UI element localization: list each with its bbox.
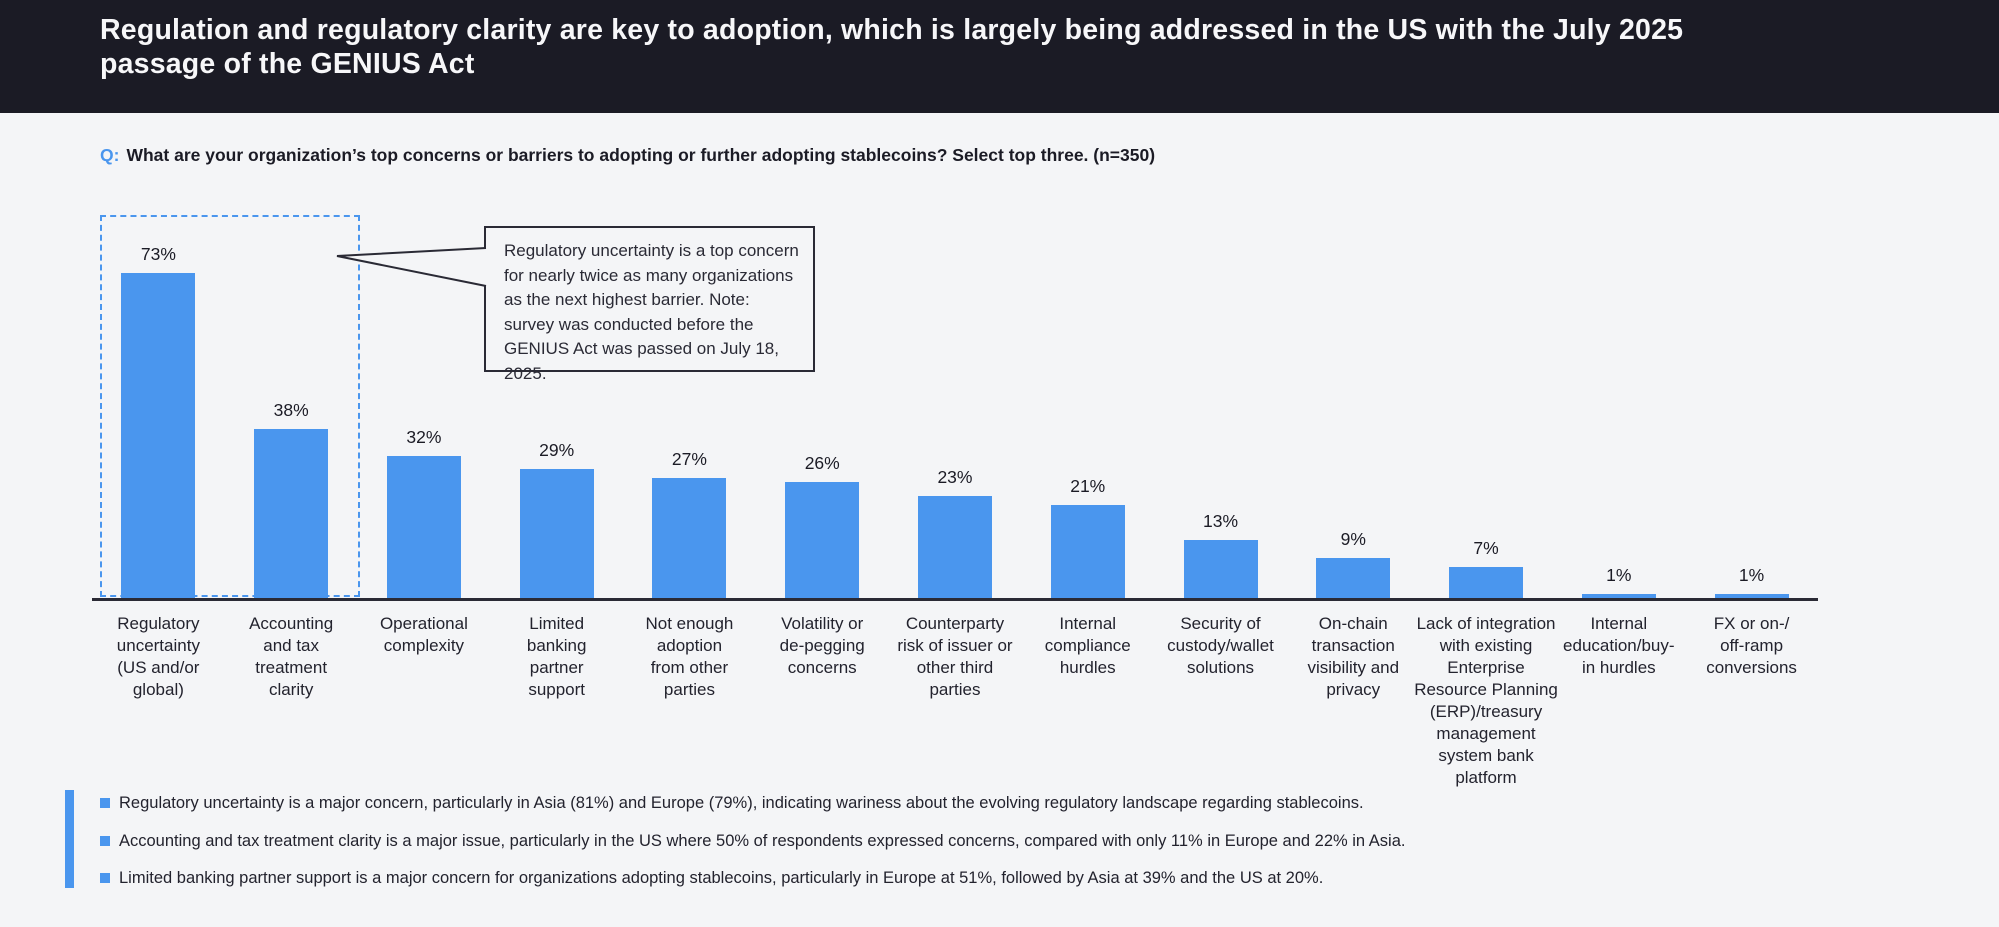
bar-column: 13% [1154,170,1287,598]
bullet-square-icon [100,798,110,808]
bar-value-label: 26% [804,453,840,474]
bar-value-label: 32% [406,426,442,447]
bar-value-label: 21% [1070,475,1106,496]
bullet-text: Accounting and tax treatment clarity is … [119,831,1406,850]
bar-value-label: 1% [1606,564,1632,585]
question-prefix: Q: [100,145,120,165]
bar-column: 9% [1287,170,1420,598]
bar-column: 1% [1552,170,1685,598]
bar-column: 23% [889,170,1022,598]
bar-column: 27% [623,170,756,598]
bar-column: 73% [92,170,225,598]
bar [917,495,992,598]
x-axis-label: Lack of integration with existing Enterp… [1414,614,1558,787]
bar-value-label: 13% [1202,511,1239,532]
x-axis-label: Volatility or de-pegging concerns [779,614,865,677]
bar-value-label: 38% [273,399,309,420]
bar-value-label: 29% [539,439,575,460]
bar [386,455,461,598]
annotation-text: Regulatory uncertainty is a top concern … [504,241,799,383]
question-text: What are your organization’s top concern… [126,145,1156,165]
x-axis-label: Limited banking partner support [526,614,587,699]
bullet-text: Regulatory uncertainty is a major concer… [119,794,1364,812]
bar [1183,540,1258,598]
bar-value-label: 7% [1473,537,1499,558]
bar [785,482,860,598]
x-axis-label: Internal education/buy- in hurdles [1563,614,1675,677]
bar [652,477,727,598]
x-axis-label: Counterparty risk of issuer or other thi… [897,614,1013,699]
bar [1050,504,1125,598]
x-axis-line [92,598,1818,601]
bar-column: 26% [756,170,889,598]
x-axis-label: Internal compliance hurdles [1044,614,1131,677]
bar [254,428,329,598]
x-axis-label: Not enough adoption from other parties [645,614,734,699]
bullet-item: Limited banking partner support is a maj… [100,868,1405,888]
bar-column: 38% [225,170,358,598]
bar-column: 21% [1021,170,1154,598]
bar-value-label: 23% [937,466,973,487]
bar-chart: 73% 38% 32% 29% 27% 26% 23% 21% 13% 9% 7% 1% 1% Regu… [92,170,1818,820]
bar-value-label: 1% [1738,564,1765,585]
highlight-dashed-box [100,215,360,597]
bullet-item: Regulatory uncertainty is a major concer… [100,793,1405,813]
bar [1714,593,1789,598]
bar-value-label: 73% [140,244,176,265]
bar-column: 29% [490,170,623,598]
bullet-text: Limited banking partner support is a maj… [119,869,1324,887]
bar [519,468,594,598]
bar [1581,593,1656,598]
x-axis-label: On-chain transaction visibility and priv… [1307,614,1400,699]
bar [121,273,196,598]
annotation-callout: Regulatory uncertainty is a top concern … [484,226,815,383]
x-axis-labels: Regulatory uncertainty (US and/or global… [92,613,1818,823]
takeaway-bullets: Regulatory uncertainty is a major concer… [100,793,1405,888]
bullet-square-icon [100,873,110,883]
slide-title: Regulation and regulatory clarity are ke… [100,14,1684,80]
x-axis-label: Regulatory uncertainty (US and/or global… [116,614,200,699]
bar-column: 7% [1420,170,1553,598]
bar-column: 1% [1685,170,1818,598]
bar-column: 32% [358,170,491,598]
bar [1449,566,1524,598]
bar-value-label: 27% [671,448,707,469]
bar-value-label: 9% [1340,528,1366,549]
bars-row: 73% 38% 32% 29% 27% 26% 23% 21% 13% 9% 7% 1% 1% [92,170,1818,598]
accent-bar [65,790,74,888]
x-axis-label: Operational complexity [379,614,468,655]
bar [1316,557,1391,598]
x-axis-label: Security of custody/wallet solutions [1167,614,1274,677]
bullet-square-icon [100,835,110,846]
bullet-item: Accounting and tax treatment clarity is … [100,831,1405,851]
x-axis-label: Accounting and tax treatment clarity [249,614,334,699]
x-axis-label: FX or on-/ off-ramp conversions [1706,614,1797,677]
slide-title-bar: Regulation and regulatory clarity are ke… [0,0,1999,113]
survey-question: Q: What are your organization’s top conce… [100,145,1155,166]
